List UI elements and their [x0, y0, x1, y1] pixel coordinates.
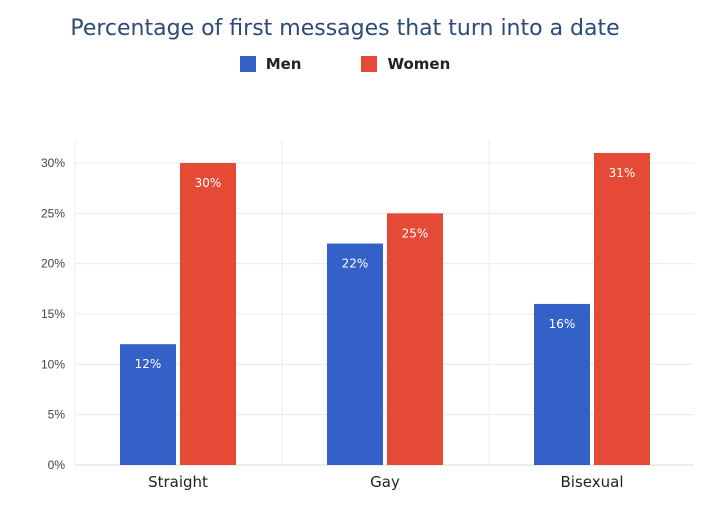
legend-label-men: Men: [265, 55, 302, 73]
bar-men-gay: [327, 243, 383, 465]
x-tick-label: Gay: [370, 473, 400, 491]
data-label: 31%: [609, 166, 636, 180]
x-tick-label: Bisexual: [561, 473, 624, 491]
bar-women-straight: [180, 163, 236, 465]
bar-men-straight: [120, 344, 176, 465]
legend-swatch-men: [239, 56, 256, 72]
y-tick-label: 0%: [48, 458, 66, 472]
legend-swatch-women: [361, 56, 378, 72]
y-tick-label: 20%: [41, 257, 65, 271]
bar-women-gay: [387, 213, 443, 465]
chart-title: Percentage of first messages that turn i…: [70, 16, 620, 41]
x-tick-label: Straight: [148, 473, 208, 491]
bar-men-bisexual: [534, 303, 590, 465]
data-label: 25%: [402, 226, 429, 240]
legend-label-women: Women: [387, 55, 451, 73]
data-label: 30%: [195, 176, 222, 190]
data-label: 22%: [342, 257, 369, 271]
y-tick-label: 5%: [48, 408, 66, 422]
data-label: 12%: [135, 357, 162, 371]
legend-item-men: Men: [239, 55, 302, 73]
y-tick-label: 25%: [41, 206, 65, 220]
y-tick-label: 15%: [41, 307, 65, 321]
y-tick-label: 10%: [41, 357, 65, 371]
data-label: 16%: [549, 317, 576, 331]
y-tick-label: 30%: [41, 156, 65, 170]
legend: Men Women: [0, 55, 690, 73]
bar-women-bisexual: [594, 152, 650, 465]
legend-item-women: Women: [361, 55, 450, 73]
